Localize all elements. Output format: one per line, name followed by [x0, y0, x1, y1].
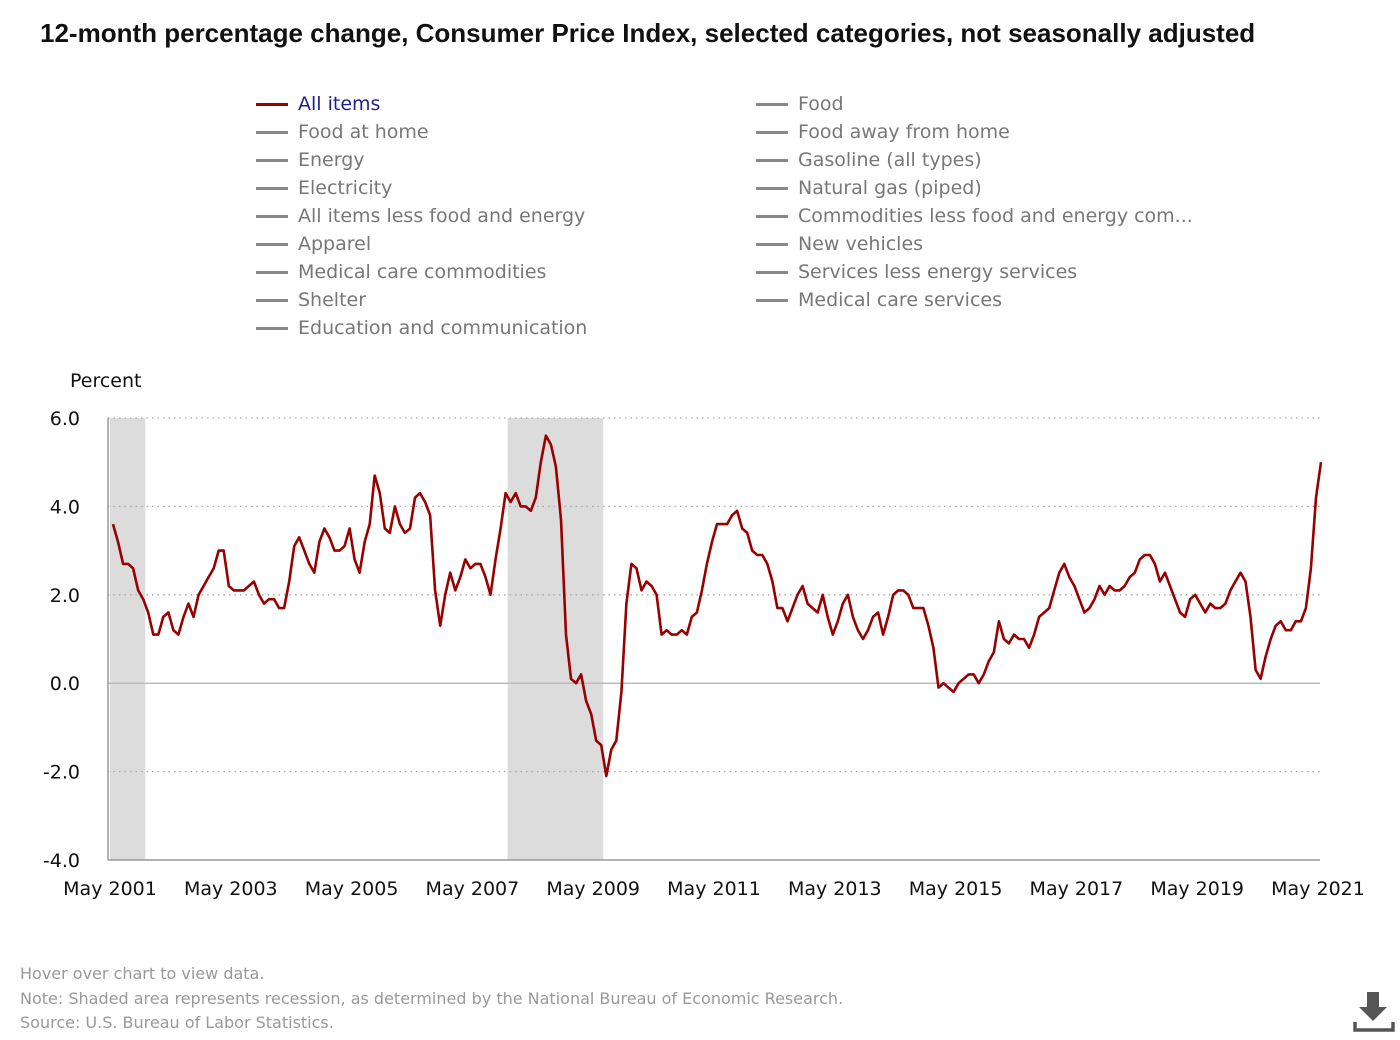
legend-line-icon [756, 298, 788, 302]
legend-label: Food [798, 93, 844, 115]
legend-item[interactable]: Gasoline (all types) [756, 146, 982, 174]
legend-label: All items [298, 93, 381, 115]
legend-label: Services less energy services [798, 261, 1078, 283]
y-axis-label: Percent [70, 370, 142, 392]
x-tick-label: May 2019 [1150, 878, 1244, 900]
legend-line-icon [256, 214, 288, 218]
legend-label: Commodities less food and energy com... [798, 205, 1193, 227]
y-tick-label: 4.0 [50, 496, 80, 518]
legend-line-icon [756, 130, 788, 134]
legend-line-icon [756, 242, 788, 246]
legend-item[interactable]: All items [256, 90, 380, 118]
hover-hint: Hover over chart to view data. [20, 964, 265, 983]
legend-label: Shelter [298, 289, 367, 311]
legend-line-icon [256, 326, 288, 330]
legend-item[interactable]: Food [756, 90, 844, 118]
x-tick-label: May 2001 [63, 878, 157, 900]
footer: Hover over chart to view data. Note: Sha… [20, 962, 843, 1036]
legend-item[interactable]: All items less food and energy [256, 202, 585, 230]
legend-label: Education and communication [298, 317, 588, 339]
legend-item[interactable]: Shelter [256, 286, 366, 314]
legend-item[interactable]: Natural gas (piped) [756, 174, 982, 202]
legend-label: Energy [298, 149, 365, 171]
x-tick-label: May 2007 [426, 878, 520, 900]
x-tick-label: May 2009 [546, 878, 640, 900]
legend-item[interactable]: Food at home [256, 118, 429, 146]
x-tick-label: May 2005 [305, 878, 399, 900]
legend-item[interactable]: Commodities less food and energy com... [756, 202, 1193, 230]
x-tick-label: May 2021 [1271, 878, 1365, 900]
x-tick-label: May 2015 [909, 878, 1003, 900]
x-tick-label: May 2017 [1030, 878, 1124, 900]
y-tick-label: -2.0 [43, 762, 80, 784]
legend-item[interactable]: Medical care services [756, 286, 1002, 314]
legend-line-icon [756, 214, 788, 218]
y-tick-label: 6.0 [50, 408, 80, 430]
series-line-all-items[interactable] [111, 434, 1323, 778]
legend-line-icon [756, 270, 788, 274]
x-tick-label: May 2011 [667, 878, 761, 900]
legend-line-icon [256, 130, 288, 134]
legend-item[interactable]: Energy [256, 146, 365, 174]
legend-line-icon [256, 158, 288, 162]
legend-item[interactable]: New vehicles [756, 230, 923, 258]
legend-item[interactable]: Apparel [256, 230, 371, 258]
legend-label: All items less food and energy [298, 205, 586, 227]
legend-label: Natural gas (piped) [798, 177, 982, 199]
legend-line-icon [256, 242, 288, 246]
legend-item[interactable]: Services less energy services [756, 258, 1077, 286]
recession-band [507, 418, 604, 860]
download-icon[interactable] [1352, 990, 1396, 1034]
y-tick-label: 0.0 [50, 673, 80, 695]
legend-item[interactable]: Food away from home [756, 118, 1010, 146]
legend-line-icon [256, 186, 288, 190]
x-tick-label: May 2013 [788, 878, 882, 900]
chart-title: 12-month percentage change, Consumer Pri… [40, 18, 1256, 48]
legend-label: Apparel [298, 233, 372, 255]
legend-line-icon [256, 298, 288, 302]
legend-label: Medical care commodities [298, 261, 547, 283]
legend-line-icon [756, 102, 788, 106]
legend-item[interactable]: Education and communication [256, 314, 587, 342]
legend-line-icon [256, 270, 288, 274]
source-note: Source: U.S. Bureau of Labor Statistics. [20, 1013, 334, 1032]
legend-line-icon [756, 158, 788, 162]
legend-item[interactable]: Medical care commodities [256, 258, 546, 286]
y-tick-label: 2.0 [50, 585, 80, 607]
legend-line-icon [256, 102, 288, 106]
y-tick-label: -4.0 [43, 850, 80, 872]
legend-label: Food at home [298, 121, 429, 143]
x-tick-label: May 2003 [184, 878, 278, 900]
legend-line-icon [756, 186, 788, 190]
legend-label: Electricity [298, 177, 393, 199]
legend-label: New vehicles [798, 233, 924, 255]
legend-label: Medical care services [798, 289, 1002, 311]
recession-band [110, 418, 146, 860]
legend-item[interactable]: Electricity [256, 174, 392, 202]
legend-label: Food away from home [798, 121, 1010, 143]
recession-note: Note: Shaded area represents recession, … [20, 988, 844, 1008]
legend-label: Gasoline (all types) [798, 149, 982, 171]
